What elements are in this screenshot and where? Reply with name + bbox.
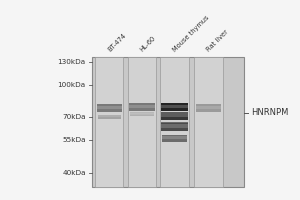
Text: 40kDa: 40kDa: [62, 170, 86, 176]
Bar: [162, 136, 187, 139]
Bar: [162, 135, 187, 142]
Bar: [196, 112, 221, 115]
Bar: [97, 104, 122, 112]
Bar: [92, 57, 244, 187]
Bar: [97, 106, 122, 109]
Bar: [161, 111, 188, 114]
Text: 55kDa: 55kDa: [62, 137, 86, 143]
Text: BT-474: BT-474: [106, 32, 127, 53]
Text: 130kDa: 130kDa: [58, 59, 86, 65]
Text: 100kDa: 100kDa: [58, 82, 86, 88]
Text: HL-60: HL-60: [139, 35, 157, 53]
Bar: [194, 57, 223, 187]
Bar: [98, 119, 121, 121]
Bar: [130, 113, 154, 115]
Bar: [161, 120, 188, 123]
Bar: [161, 105, 188, 108]
Bar: [161, 103, 188, 111]
Bar: [161, 124, 188, 128]
Bar: [129, 111, 155, 114]
Bar: [161, 114, 188, 117]
Bar: [129, 105, 155, 108]
Bar: [161, 131, 188, 135]
Bar: [129, 103, 155, 111]
Bar: [128, 57, 156, 187]
Bar: [130, 116, 154, 118]
Bar: [160, 57, 188, 187]
Bar: [95, 57, 123, 187]
Bar: [98, 115, 121, 119]
Bar: [196, 104, 221, 112]
Text: HNRNPM: HNRNPM: [251, 108, 289, 117]
Bar: [196, 106, 221, 109]
Bar: [162, 142, 187, 146]
Text: Rat liver: Rat liver: [206, 29, 230, 53]
Bar: [161, 112, 188, 120]
Text: 70kDa: 70kDa: [62, 114, 86, 120]
Text: Mouse thymus: Mouse thymus: [172, 14, 210, 53]
Bar: [161, 122, 188, 131]
Bar: [97, 112, 122, 115]
Bar: [130, 112, 154, 116]
Bar: [98, 115, 121, 117]
